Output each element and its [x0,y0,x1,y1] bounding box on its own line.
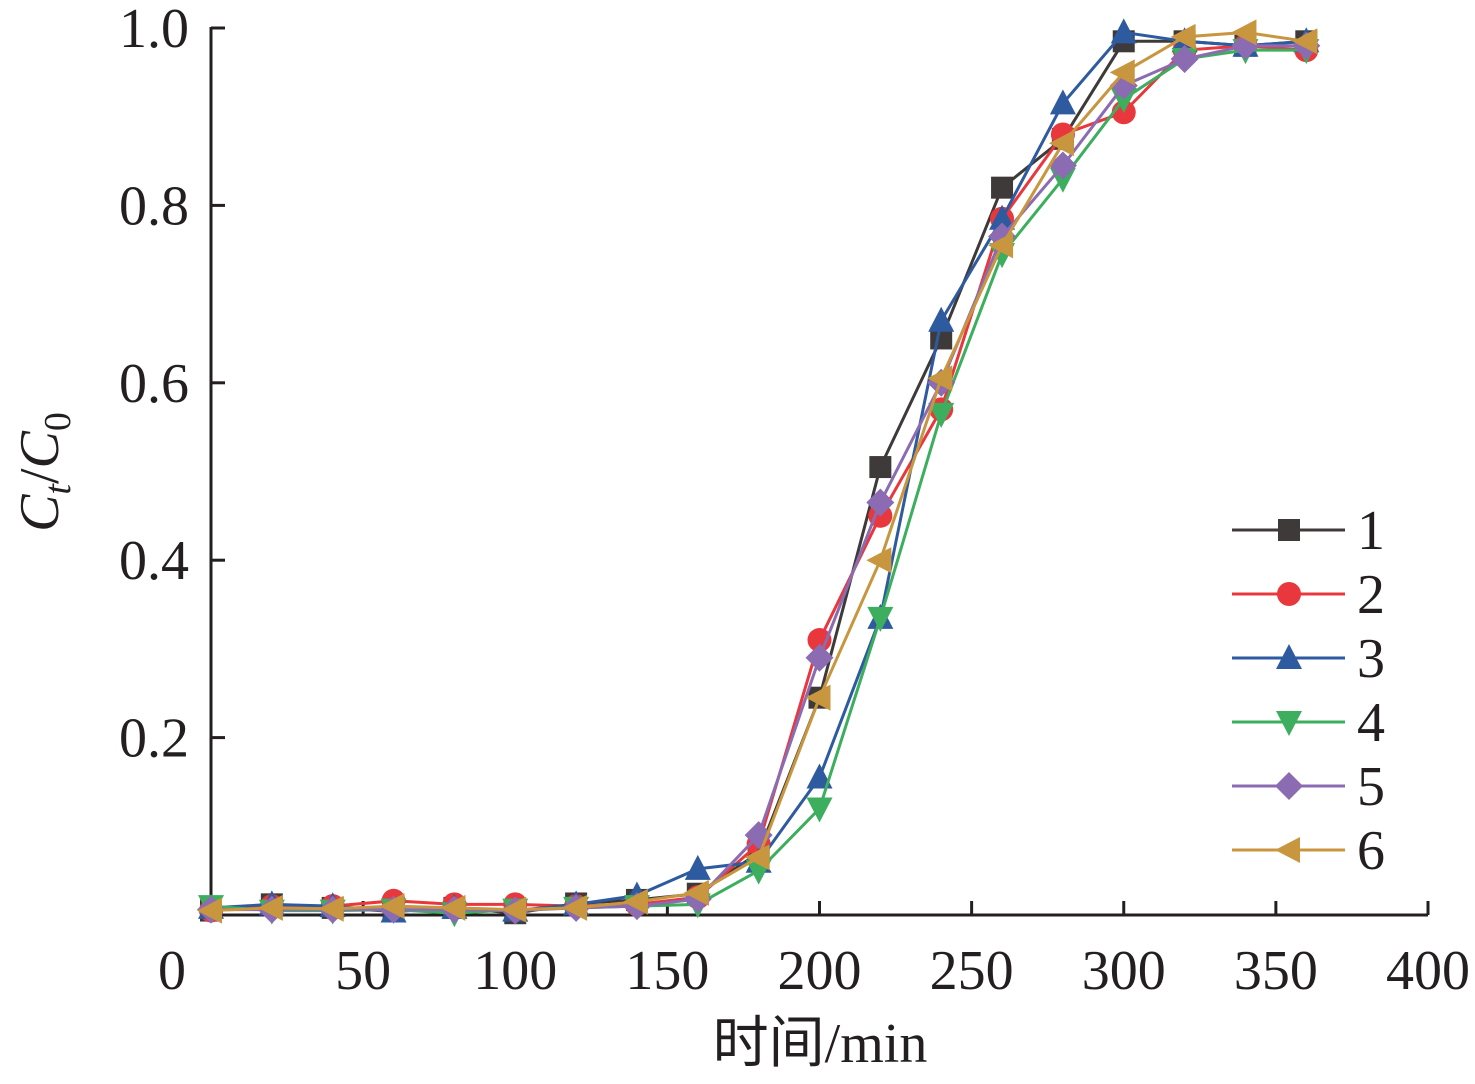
data-point [805,643,834,672]
legend-marker [1275,772,1303,800]
legend-marker [1276,644,1302,669]
data-point [622,888,648,915]
data-point [501,896,527,923]
x-tick-label: 200 [778,940,862,1002]
series-line-5 [211,44,1307,913]
data-point [562,894,588,921]
legend-label: 4 [1357,692,1385,754]
legend-item-3: 3 [1232,628,1385,690]
y-axis-title-main2: C [9,430,71,468]
data-point [928,306,955,332]
data-point [991,176,1014,199]
y-tick-label: 0.6 [119,353,189,415]
data-point [1109,59,1135,86]
legend-label: 6 [1357,820,1385,882]
legend-item-5: 5 [1232,756,1385,818]
data-point [1292,28,1318,55]
legend-label: 3 [1357,628,1385,690]
series-5 [197,31,1321,925]
data-point [257,894,283,921]
y-axis-title-slash: / [9,468,71,484]
series-1 [200,30,1318,925]
y-axis-title-sub1: t [37,483,79,495]
data-point [1048,151,1077,180]
legend-marker [1276,711,1302,736]
series-line-2 [210,44,1307,913]
data-point [928,402,955,428]
axes: 0 50 100 150 200 250 300 350 400 0.2 0.4 0.6 0.8 1.0 [119,0,1470,1002]
legend-marker [1277,582,1301,606]
series-6 [197,19,1318,924]
y-axis-title: Ct/C0 [9,412,79,532]
data-point [1170,23,1196,50]
x-tick-label: 350 [1234,940,1318,1002]
legend-item-4: 4 [1232,692,1385,754]
data-point [1170,45,1199,74]
data-point [805,684,831,711]
y-tick-label: 0.2 [119,708,189,770]
data-point [684,854,711,880]
data-point [927,365,953,392]
legend-item-2: 2 [1232,564,1385,626]
data-point [379,893,405,920]
data-point [683,879,709,906]
data-point [988,232,1014,259]
series-2 [199,33,1319,923]
data-point [197,897,222,924]
legend-label: 2 [1357,564,1385,626]
y-axis-title-sub2: 0 [37,412,79,431]
series-line-4 [210,48,1307,915]
x-tick-label: 0 [158,940,186,1002]
x-tick-label: 400 [1386,940,1470,1002]
x-tick-label: 300 [1082,940,1166,1002]
data-point [866,547,892,574]
series-layer [197,18,1321,928]
y-axis-title-main1: C [9,494,71,532]
data-point [989,204,1016,230]
data-point [869,456,892,479]
legend-label: 5 [1357,756,1385,818]
legend-label: 1 [1357,500,1385,562]
data-point [806,763,833,789]
data-point [1110,18,1137,44]
x-tick-label: 50 [335,940,391,1002]
x-tick-label: 250 [930,940,1014,1002]
data-point [866,488,895,517]
y-tick-label: 1.0 [119,0,189,60]
legend-marker [1275,837,1300,863]
legend-item-6: 6 [1232,820,1385,882]
y-tick-label: 0.4 [119,530,189,592]
data-point [867,606,894,632]
data-point [744,844,770,871]
series-4 [198,39,1320,928]
data-point [1048,130,1074,157]
series-line-1 [210,39,1307,915]
x-tick-label: 150 [625,940,709,1002]
data-point [318,895,344,922]
data-point [806,797,833,823]
series-line-3 [210,30,1307,913]
x-axis-title: 时间/min [713,1013,928,1075]
legend-marker [1278,519,1300,541]
legend-item-1: 1 [1232,500,1385,562]
data-point [1231,19,1257,46]
x-tick-label: 100 [473,940,557,1002]
series-line-6 [210,30,1307,913]
y-tick-label: 0.8 [119,175,189,237]
data-point [440,894,466,921]
data-point [1049,89,1076,115]
series-3 [198,18,1320,923]
